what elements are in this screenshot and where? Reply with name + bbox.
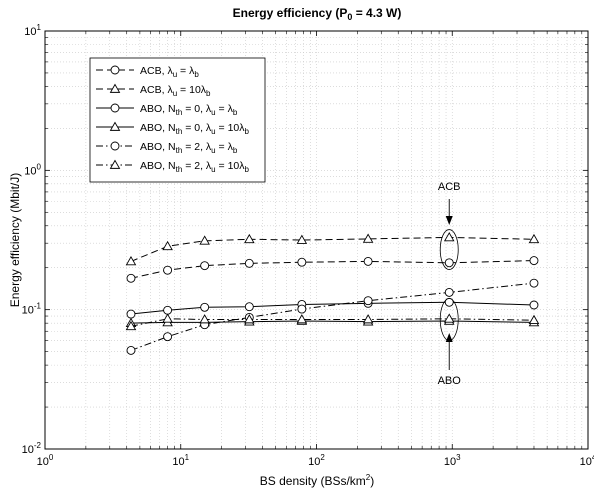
abo-arrow-head (445, 333, 453, 342)
y-axis-label: Energy efficiency (Mbit/J) (8, 173, 22, 308)
data-point (362, 314, 374, 324)
data-point (199, 235, 210, 245)
data-point (363, 296, 373, 306)
legend-label: ABO, Nth = 0, λu = 10λb (140, 122, 250, 136)
data-point (297, 304, 307, 314)
legend-label: ABO, Nth = 2, λu = 10λb (140, 160, 250, 174)
series-6 (125, 313, 540, 331)
axis-ticks: 100 101 102 103 104 10-2 10-1 100 101 (22, 23, 594, 468)
data-point (126, 273, 136, 283)
data-point (296, 234, 308, 244)
data-point (126, 345, 136, 355)
legend-entry: ABO, Nth = 0, λu = 10λb (96, 121, 250, 136)
data-point (199, 314, 210, 324)
data-point (443, 313, 455, 323)
data-point (200, 302, 210, 312)
data-point (162, 313, 173, 323)
legend-box (89, 57, 266, 183)
x-axis-label: BS density (BSs/km2) (260, 473, 374, 488)
data-point (296, 314, 308, 324)
legend-marker (110, 141, 120, 151)
y-tick-label: 10-1 (22, 302, 42, 317)
legend-marker (109, 121, 121, 131)
data-point (363, 256, 373, 266)
legend-entry: ABO, Nth = 2, λu = 10λb (96, 159, 250, 174)
series-line (130, 301, 534, 315)
data-point (528, 233, 540, 244)
legend-marker (109, 159, 121, 169)
series-1 (126, 256, 539, 283)
series-4 (125, 315, 540, 327)
legend-entry: ACB, λu = 10λb (96, 83, 211, 98)
data-point (163, 265, 173, 275)
data-point (244, 233, 255, 244)
data-point (297, 257, 307, 267)
data-point (444, 258, 454, 268)
series-line (130, 260, 534, 279)
legend-marker (110, 103, 120, 113)
legend-label: ABO, Nth = 0, λu = λb (140, 103, 238, 117)
data-point (244, 258, 254, 268)
abo-label: ABO (438, 375, 462, 387)
data-point (362, 233, 374, 243)
y-tick-label: 101 (24, 23, 41, 38)
legend-marker (109, 83, 121, 93)
legend-label: ABO, Nth = 2, λu = λb (140, 141, 238, 155)
y-tick-label: 100 (24, 162, 41, 177)
data-point (162, 240, 173, 251)
data-point (163, 332, 173, 342)
series-line (130, 320, 534, 324)
acb-arrow-head (445, 216, 453, 225)
data-point (163, 305, 173, 315)
legend: ACB, λu = λb ACB, λu = 10λb ABO, Nth = 0, … (89, 57, 266, 183)
x-tick-label: 104 (580, 453, 594, 468)
series-line (130, 318, 534, 327)
data-point (443, 232, 455, 242)
legend-marker (110, 65, 120, 75)
annotations: ACB ABO (438, 181, 462, 387)
legend-entry: ACB, λu = λb (96, 65, 199, 79)
x-tick-label: 101 (172, 453, 189, 468)
series-2 (125, 232, 540, 266)
series-group (125, 232, 540, 355)
data-point (244, 302, 254, 312)
x-tick-label: 100 (37, 453, 54, 468)
data-point (244, 314, 255, 324)
chart-title: Energy efficiency (P0 = 4.3 W) (233, 6, 402, 22)
legend-entry: ABO, Nth = 0, λu = λb (96, 103, 238, 117)
y-tick-label: 10-2 (22, 441, 42, 456)
series-line (130, 282, 535, 351)
legend-label: ACB, λu = λb (140, 65, 199, 79)
data-point (444, 287, 454, 297)
series-line (130, 236, 534, 262)
acb-ellipse (439, 229, 459, 270)
data-point (529, 256, 539, 266)
data-point (529, 278, 539, 288)
data-point (529, 300, 539, 310)
legend-label: ACB, λu = 10λb (140, 84, 211, 98)
data-point (528, 314, 540, 325)
legend-entry: ABO, Nth = 2, λu = λb (96, 141, 238, 155)
acb-label: ACB (438, 181, 461, 193)
series-5 (126, 278, 539, 355)
data-point (125, 256, 137, 266)
data-point (125, 320, 137, 331)
series-3 (126, 297, 539, 319)
x-tick-label: 103 (444, 453, 461, 468)
data-point (126, 309, 136, 319)
data-point (200, 261, 210, 271)
x-tick-label: 102 (308, 453, 325, 468)
